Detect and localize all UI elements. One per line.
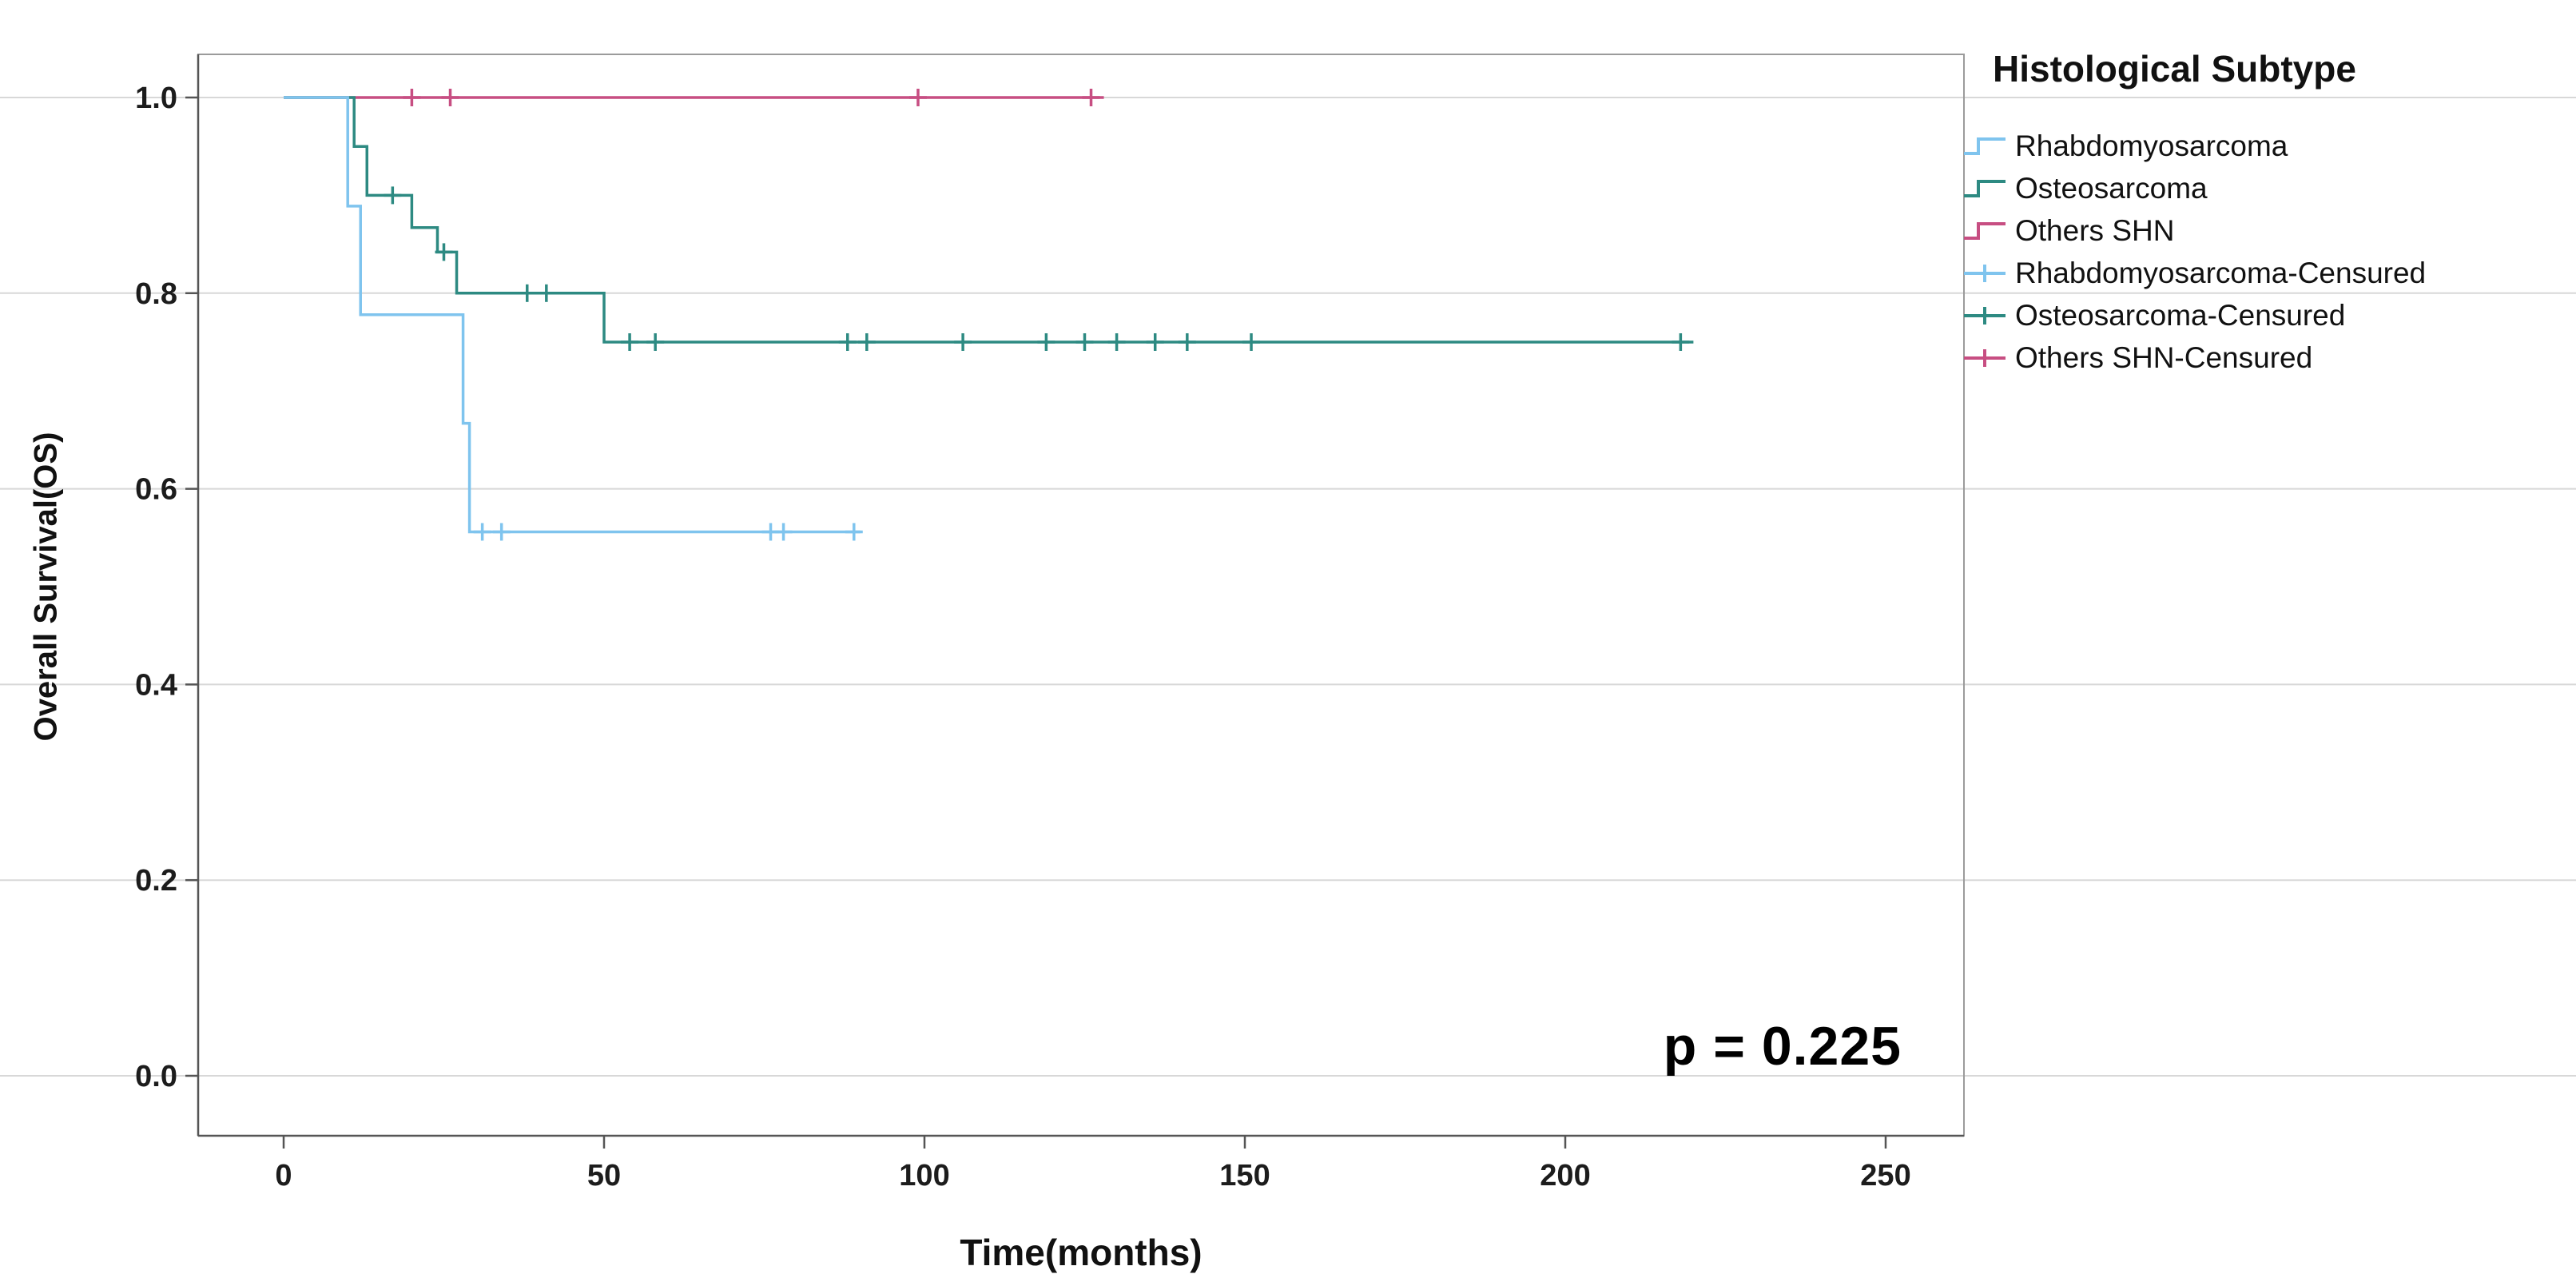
p-value-annotation: p = 0.225 <box>1663 1016 1902 1077</box>
legend-entry-label: Others SHN-Censured <box>2015 340 2313 374</box>
legend-entries: Rhabdomyosarcoma Osteosarcoma Others SHN Rh… <box>1962 125 2570 379</box>
x-axis-title: Time(months) <box>960 1232 1203 1273</box>
legend-entry: Rhabdomyosarcoma-Censured <box>1962 252 2570 294</box>
legend-entry-label: Rhabdomyosarcoma-Censured <box>2015 256 2427 289</box>
y-axis-title: Overall Survival(OS) <box>28 432 64 742</box>
y-tick-label: 0.2 <box>135 864 177 898</box>
x-tick-label: 100 <box>899 1159 949 1192</box>
legend-step-glyph <box>1964 137 2006 155</box>
legend: Histological Subtype Rhabdomyosarcoma Ost… <box>1962 46 2570 379</box>
x-tick-label: 200 <box>1540 1159 1590 1192</box>
legend-step-glyph <box>1964 179 2006 197</box>
survival-curve-osteosarcoma <box>284 96 1694 344</box>
legend-entry: Osteosarcoma-Censured <box>1962 294 2570 336</box>
legend-entry: Others SHN-Censured <box>1962 336 2570 379</box>
y-tick-label: 0.6 <box>135 473 177 507</box>
legend-title: Histological Subtype <box>1993 48 2356 90</box>
x-tick-label: 50 <box>587 1159 621 1192</box>
y-tick-label: 0.0 <box>135 1060 177 1093</box>
survival-curve-rhabdomyosarcoma <box>284 96 861 534</box>
censor-marks-others-shn <box>403 89 1100 106</box>
x-tick-label: 0 <box>275 1159 292 1192</box>
legend-entry: Osteosarcoma <box>1962 167 2570 209</box>
legend-censored-glyph <box>1964 264 2006 282</box>
legend-step-glyph <box>1964 221 2006 240</box>
plot-frame <box>197 54 1965 1137</box>
legend-entry: Rhabdomyosarcoma <box>1962 125 2570 167</box>
legend-censored-glyph <box>1964 306 2006 324</box>
x-tick-label: 250 <box>1860 1159 1910 1192</box>
legend-entry-label: Rhabdomyosarcoma <box>2015 129 2288 162</box>
x-tick-label: 150 <box>1219 1159 1270 1192</box>
y-tick-label: 0.8 <box>135 277 177 311</box>
legend-entry-label: Osteosarcoma-Censured <box>2015 298 2346 332</box>
censor-marks-rhabdomyosarcoma <box>473 523 863 541</box>
legend-entry: Others SHN <box>1962 209 2570 252</box>
legend-entry-label: Others SHN <box>2015 213 2175 247</box>
legend-censored-glyph <box>1964 348 2006 367</box>
y-tick-label: 1.0 <box>135 82 177 115</box>
y-tick-label: 0.4 <box>135 668 177 702</box>
censor-marks-osteosarcoma <box>384 186 1690 351</box>
legend-entry-label: Osteosarcoma <box>2015 171 2208 205</box>
